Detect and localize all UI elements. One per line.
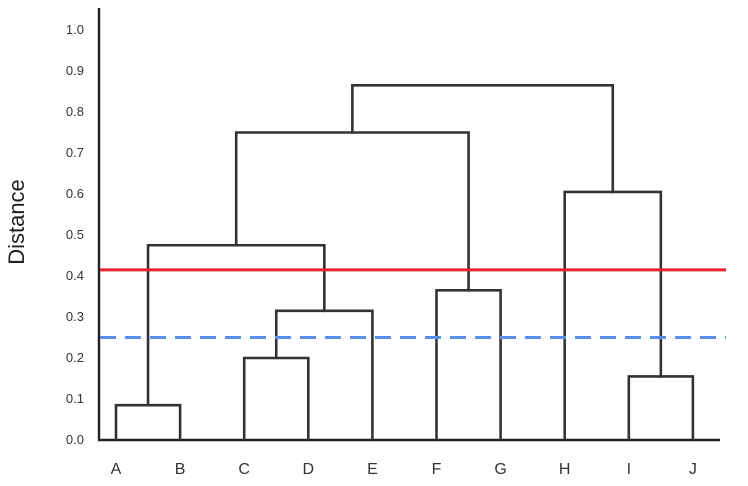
leaf-labels: A B C D E F G H I J [111, 461, 697, 478]
leaf-label: G [494, 461, 506, 478]
leaf-label: F [432, 461, 442, 478]
y-axis-title: Distance [4, 179, 29, 265]
leaf-label: A [111, 461, 122, 478]
leaf-label: D [303, 461, 315, 478]
dendrogram-link [114, 403, 182, 442]
y-tick-label: 0.2 [66, 350, 84, 365]
y-tick-label: 0.1 [66, 391, 84, 406]
dendrogram-links [114, 84, 695, 442]
dendrogram-link [627, 375, 695, 442]
leaf-label: J [689, 461, 697, 478]
dendrogram-link [242, 356, 310, 442]
leaf-label: H [559, 461, 571, 478]
y-tick-labels: 0.0 0.1 0.2 0.3 0.4 0.5 0.6 0.7 0.8 0.9 1.0 [66, 22, 84, 447]
dendrogram-link [435, 289, 502, 442]
y-tick-label: 0.9 [66, 63, 84, 78]
leaf-label: E [367, 461, 378, 478]
y-tick-label: 0.0 [66, 432, 84, 447]
y-tick-label: 0.5 [66, 227, 84, 242]
y-tick-label: 0.3 [66, 309, 84, 324]
dendrogram-link [563, 190, 663, 442]
dendrogram-link [274, 309, 374, 442]
dendrogram-link [351, 84, 615, 194]
y-tick-label: 0.8 [66, 104, 84, 119]
y-tick-label: 0.7 [66, 145, 84, 160]
y-tick-label: 0.4 [66, 268, 84, 283]
dendrogram-link [234, 131, 470, 292]
leaf-label: B [175, 461, 186, 478]
leaf-label: C [238, 461, 250, 478]
y-tick-label: 1.0 [66, 22, 84, 37]
cut-lines [100, 268, 726, 339]
leaf-label: I [627, 461, 631, 478]
y-axis: 0.0 0.1 0.2 0.3 0.4 0.5 0.6 0.7 0.8 0.9 1.0 [66, 8, 101, 447]
y-tick-label: 0.6 [66, 186, 84, 201]
